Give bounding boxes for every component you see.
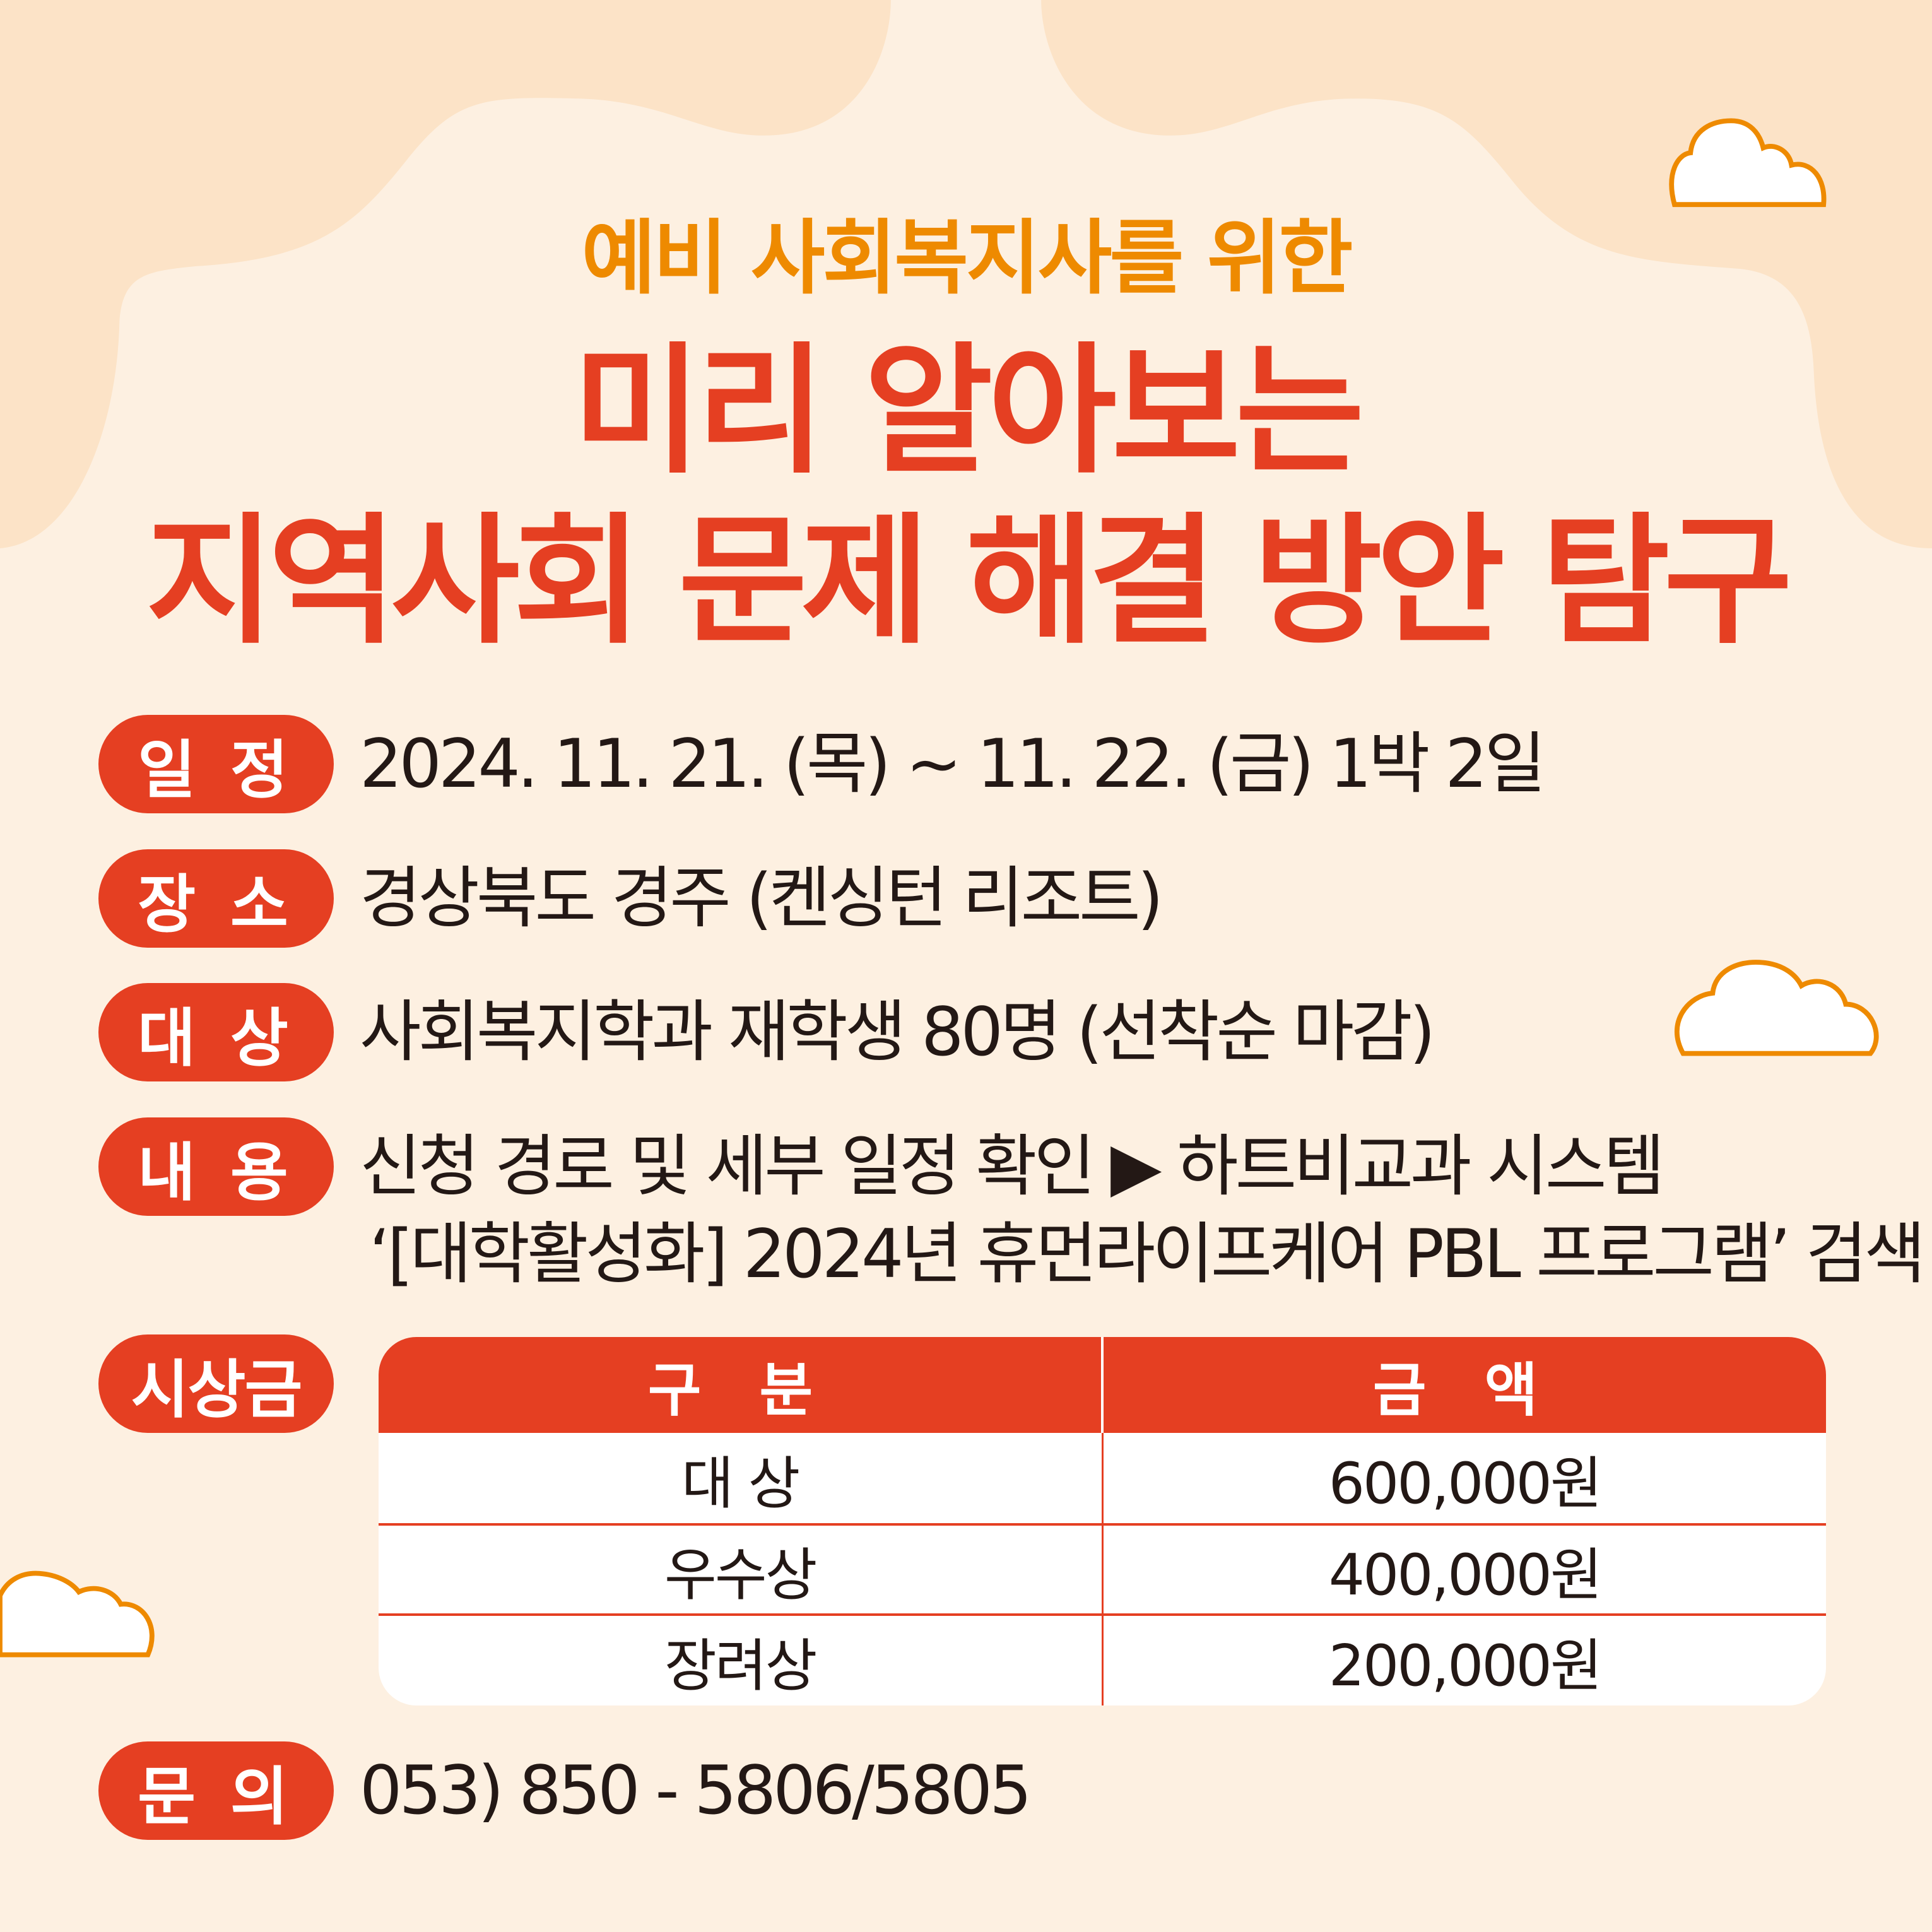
table-row: 장려상 200,000원 bbox=[379, 1615, 1826, 1705]
location-value: 경상북도 경주 (켄싱턴 리조트) bbox=[360, 859, 1163, 937]
header-category: 구 분 bbox=[379, 1337, 1104, 1433]
row-category: 대 상 bbox=[379, 1433, 1104, 1523]
content-value-line2: ‘[대학활성화] 2024년 휴먼라이프케어 PBL 프로그램’ 검색 bbox=[369, 1215, 1926, 1293]
content-label: 내 용 bbox=[98, 1117, 334, 1216]
row-category: 장려상 bbox=[379, 1615, 1104, 1705]
schedule-label: 일 정 bbox=[98, 715, 334, 813]
table-header: 구 분 금 액 bbox=[379, 1337, 1826, 1433]
table-row: 우수상 400,000원 bbox=[379, 1524, 1826, 1615]
title-line2: 지역사회 문제 해결 방안 탐구 bbox=[145, 500, 1793, 663]
cloud-icon bbox=[1674, 960, 1879, 1056]
subtitle: 예비 사회복지사를 위한 bbox=[581, 211, 1353, 305]
row-amount: 400,000원 bbox=[1328, 1541, 1603, 1608]
prize-label: 시상금 bbox=[98, 1334, 334, 1433]
content-value: 신청 경로 및 세부 일정 확인 ▶ 하트비교과 시스템 bbox=[360, 1128, 1665, 1205]
row-amount: 200,000원 bbox=[1328, 1632, 1603, 1699]
row-divider bbox=[379, 1613, 1826, 1616]
cloud-icon bbox=[0, 1570, 155, 1658]
table-row: 대 상 600,000원 bbox=[379, 1433, 1826, 1523]
prize-table: 구 분 금 액 대 상 600,000원 우수상 400,000원 장려상 20… bbox=[379, 1337, 1826, 1705]
contact-value: 053) 850 - 5806/5805 bbox=[360, 1752, 1032, 1829]
target-value: 사회복지학과 재학생 80명 (선착순 마감) bbox=[360, 993, 1435, 1071]
row-amount: 600,000원 bbox=[1328, 1450, 1603, 1517]
target-label: 대 상 bbox=[98, 983, 334, 1081]
title-line1: 미리 알아보는 bbox=[572, 330, 1365, 493]
header-amount: 금 액 bbox=[1372, 1356, 1557, 1424]
location-label: 장 소 bbox=[98, 849, 334, 948]
schedule-value: 2024. 11. 21. (목) ~ 11. 22. (금) 1박 2일 bbox=[360, 725, 1546, 803]
contact-label: 문 의 bbox=[98, 1741, 334, 1840]
row-category: 우수상 bbox=[379, 1524, 1104, 1615]
cloud-icon bbox=[1669, 118, 1827, 208]
